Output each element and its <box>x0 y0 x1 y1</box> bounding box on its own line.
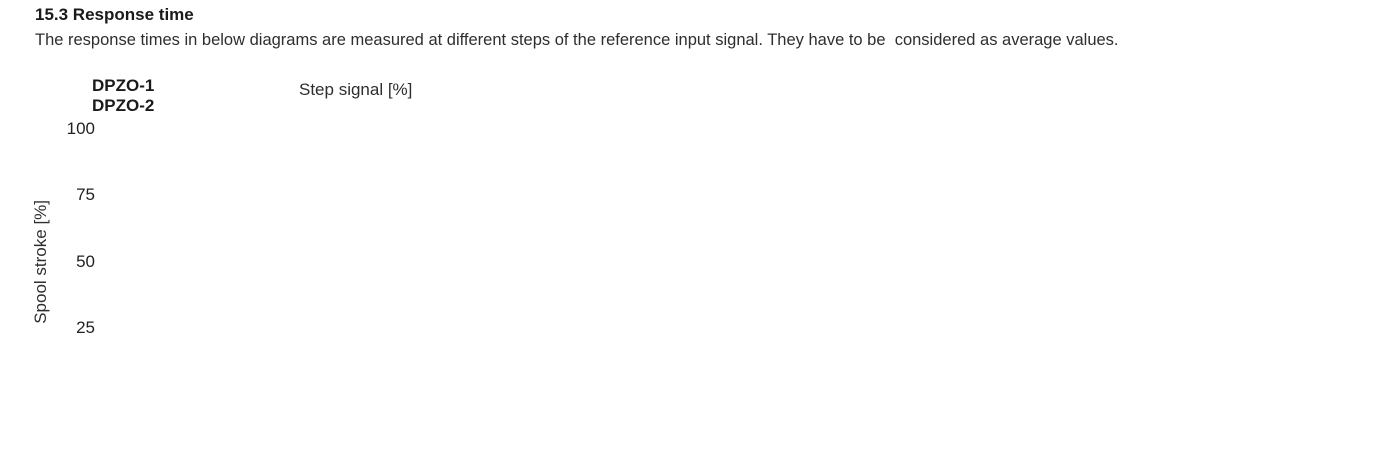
section-heading: 15.3 Response time <box>35 5 194 24</box>
y-tick-label: 50 <box>76 251 95 271</box>
y-tick-label: 100 <box>66 119 95 138</box>
model-labels: DPZO-1 DPZO-2 <box>92 76 154 116</box>
y-tick-label: 75 <box>76 185 95 205</box>
y-axis-title-text: Spool stroke [%] <box>31 199 50 324</box>
section-description: The response times in below diagrams are… <box>35 31 1119 49</box>
y-tick-label: 25 <box>76 317 95 337</box>
legend-title: Step signal [%] <box>299 80 413 99</box>
model-label: DPZO-1 <box>92 76 155 95</box>
chart-group-dpzo-1: DPZO-1 DPZO-2 Step signal [%] Spool stroke … <box>0 0 662 460</box>
model-label: DPZO-2 <box>92 96 155 115</box>
